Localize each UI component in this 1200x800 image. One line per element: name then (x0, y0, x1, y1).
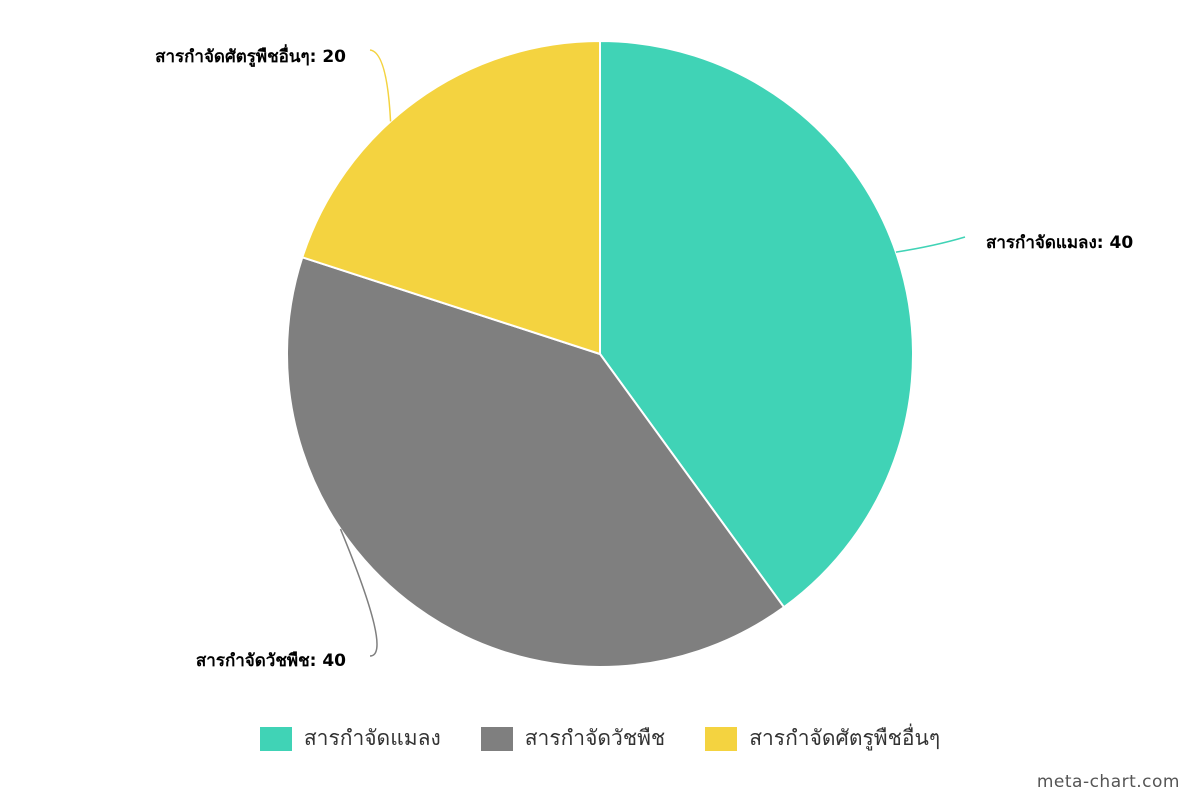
data-label-insecticide: สารกำจัดแมลง: 40 (986, 233, 1133, 253)
watermark: meta-chart.com (1036, 772, 1180, 792)
legend-item-insecticide[interactable]: สารกำจัดแมลง (259, 722, 441, 755)
data-label-other-pesticide: สารกำจัดศัตรูพืชอื่นๆ: 20 (155, 44, 346, 68)
legend-label-herbicide: สารกำจัดวัชพืช (524, 726, 666, 750)
pie-slice-other-pesticide[interactable] (301, 39, 601, 356)
pie-data-labels: สารกำจัดแมลง: 40 สารกำจัดวัชพืช: 40 สารกำจ… (155, 44, 1133, 671)
legend: สารกำจัดแมลง สารกำจัดวัชพืช สารกำจัดศัตร… (0, 722, 1200, 755)
pie-slice-herbicide[interactable] (286, 256, 786, 668)
legend-label-other-pesticide: สารกำจัดศัตรูพืชอื่นๆ (749, 726, 941, 750)
legend-swatch-herbicide (480, 726, 513, 751)
callout-line-other-pesticide (369, 49, 392, 122)
legend-item-other-pesticide[interactable]: สารกำจัดศัตรูพืชอื่นๆ (705, 722, 940, 755)
callout-line-herbicide (339, 528, 378, 657)
legend-swatch-insecticide (259, 726, 292, 751)
legend-label-insecticide: สารกำจัดแมลง (303, 726, 441, 750)
callout-line-insecticide (895, 236, 966, 253)
legend-item-herbicide[interactable]: สารกำจัดวัชพืช (480, 722, 666, 755)
pie-slice-insecticide[interactable] (599, 39, 914, 609)
pie-callouts (339, 49, 966, 657)
pie-slices (286, 39, 914, 668)
data-label-herbicide: สารกำจัดวัชพืช: 40 (196, 650, 346, 671)
legend-swatch-other-pesticide (705, 726, 738, 751)
